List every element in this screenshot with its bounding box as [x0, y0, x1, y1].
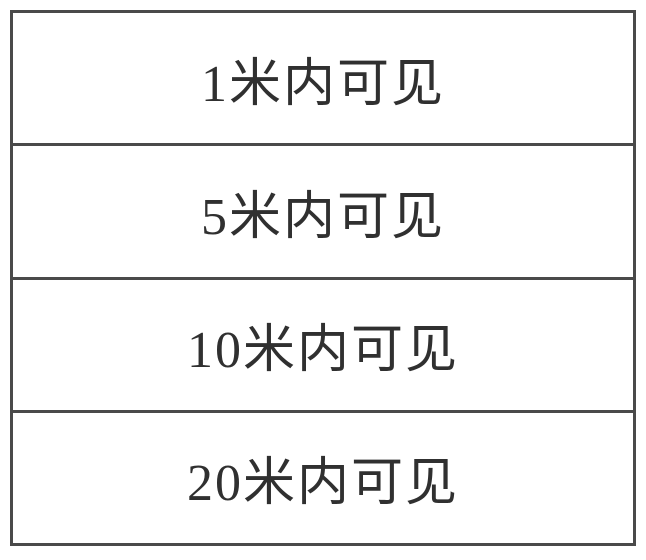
list-item-label: 1米内可见 [201, 41, 445, 116]
list-item-label: 10米内可见 [187, 307, 459, 382]
list-item[interactable]: 20米内可见 [10, 410, 636, 546]
list-item[interactable]: 10米内可见 [10, 277, 636, 413]
list-item-label: 20米内可见 [187, 440, 459, 515]
visibility-range-list: 1米内可见 5米内可见 10米内可见 20米内可见 [0, 0, 646, 560]
list-item[interactable]: 5米内可见 [10, 143, 636, 279]
list-item-label: 5米内可见 [201, 174, 445, 249]
list-item[interactable]: 1米内可见 [10, 10, 636, 146]
